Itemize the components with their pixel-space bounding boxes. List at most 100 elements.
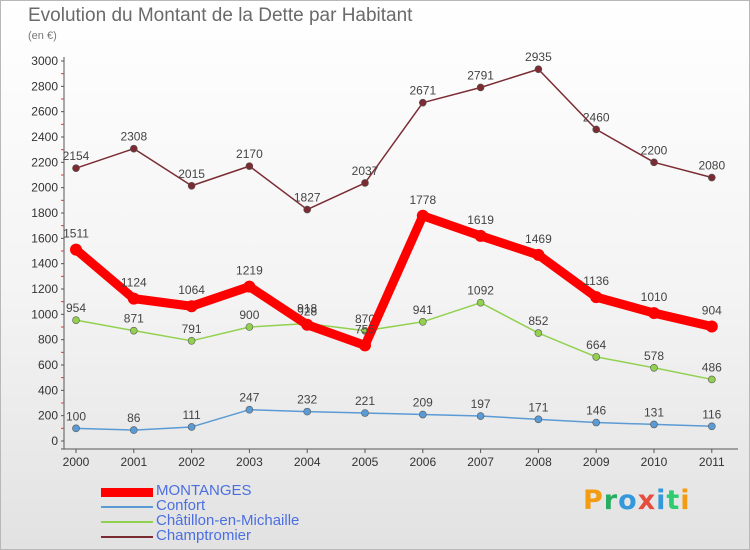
data-point	[359, 339, 371, 352]
x-tick-label: 2007	[467, 455, 494, 469]
x-tick-label: 2003	[236, 455, 263, 469]
data-label: 486	[702, 360, 722, 374]
y-tick-label: 2600	[31, 105, 58, 119]
data-point	[650, 363, 658, 372]
data-point	[476, 298, 485, 307]
data-label: 1010	[641, 290, 668, 304]
data-point	[185, 300, 198, 313]
y-tick-label: 2000	[31, 181, 58, 195]
data-label: 755	[355, 322, 375, 336]
data-label: 2935	[525, 50, 552, 64]
data-point	[592, 353, 601, 361]
logo-letter: P	[583, 485, 604, 516]
data-point	[534, 65, 543, 74]
x-tick-label: 2009	[583, 455, 610, 469]
x-tick-label: 2001	[120, 455, 147, 469]
data-point	[72, 164, 80, 172]
data-label: 2671	[409, 84, 436, 98]
data-label: 1778	[409, 193, 436, 207]
data-point	[361, 179, 369, 187]
series-line-3	[75, 68, 713, 211]
legend-label: Châtillon-en-Michaille	[156, 512, 300, 529]
chart-subtitle: (en €)	[28, 30, 57, 42]
data-point	[130, 326, 138, 335]
data-label: 146	[586, 404, 606, 418]
data-label: 2308	[120, 130, 147, 144]
data-label: 209	[413, 396, 433, 410]
data-label: 918	[297, 302, 317, 316]
data-label: 870	[355, 312, 375, 326]
data-label: 1827	[294, 191, 321, 205]
legend-swatch	[101, 521, 153, 523]
data-label: 954	[66, 301, 86, 315]
x-tick-label: 2004	[294, 455, 321, 469]
y-tick-label: 0	[51, 434, 58, 448]
data-point	[707, 375, 716, 384]
x-tick-label: 2002	[178, 455, 205, 469]
data-point	[72, 424, 80, 433]
logo-letter: r	[603, 485, 619, 516]
data-point	[476, 83, 485, 92]
series-line-2	[75, 301, 713, 381]
data-label: 904	[702, 303, 722, 317]
x-tick-label: 2005	[352, 455, 379, 469]
data-point	[534, 329, 543, 337]
data-point	[418, 318, 427, 326]
data-label: 1219	[236, 264, 263, 278]
y-tick-label: 2400	[31, 130, 58, 144]
data-point	[301, 318, 314, 331]
data-label: 2015	[178, 167, 205, 181]
legend-label: Champtromier	[156, 527, 252, 544]
data-point	[418, 98, 427, 107]
data-label: 1136	[583, 274, 609, 288]
data-point	[592, 418, 601, 427]
data-label: 1619	[467, 213, 494, 227]
data-label: 1511	[63, 227, 89, 241]
data-point	[650, 420, 658, 429]
data-point	[707, 173, 716, 182]
data-point	[70, 243, 82, 256]
data-point	[243, 280, 256, 293]
proxiti-logo: Proxiti	[583, 485, 691, 516]
data-point	[245, 323, 254, 331]
data-label: 2037	[352, 164, 379, 178]
data-label: 1124	[121, 276, 147, 290]
data-point	[245, 405, 254, 414]
data-point	[187, 181, 196, 190]
data-point	[532, 248, 545, 261]
chart-title: Evolution du Montant de la Dette par Hab…	[28, 5, 413, 26]
y-tick-label: 3000	[31, 54, 58, 68]
series-line-1	[75, 408, 713, 431]
data-point	[474, 229, 487, 242]
y-tick-label: 800	[38, 333, 58, 347]
data-point	[130, 144, 138, 153]
y-tick-label: 1600	[31, 231, 58, 245]
data-point	[707, 422, 716, 431]
legend-swatch	[101, 506, 153, 508]
data-label: 664	[586, 338, 606, 352]
data-point	[130, 426, 138, 434]
data-label: 1092	[467, 284, 494, 298]
data-label: 131	[644, 405, 664, 419]
data-label: 928	[297, 304, 317, 318]
data-label: 578	[644, 349, 664, 363]
data-label: 116	[702, 407, 721, 421]
y-tick-label: 1400	[31, 257, 58, 271]
data-label: 871	[124, 312, 144, 326]
legend-label: Confort	[156, 497, 206, 514]
data-label: 1064	[178, 283, 205, 297]
logo-letter: t	[666, 485, 681, 516]
data-point	[590, 291, 603, 304]
data-point	[187, 337, 196, 345]
y-tick-label: 1000	[31, 307, 58, 321]
data-point	[534, 415, 543, 424]
x-tick-label: 2000	[63, 455, 90, 469]
y-tick-label: 1200	[31, 282, 58, 296]
data-label: 2154	[63, 149, 90, 163]
y-tick-label: 600	[38, 358, 58, 372]
data-point	[245, 162, 254, 170]
data-label: 852	[528, 314, 548, 328]
data-label: 232	[297, 393, 317, 407]
data-label: 941	[413, 303, 433, 317]
data-label: 86	[127, 411, 141, 425]
